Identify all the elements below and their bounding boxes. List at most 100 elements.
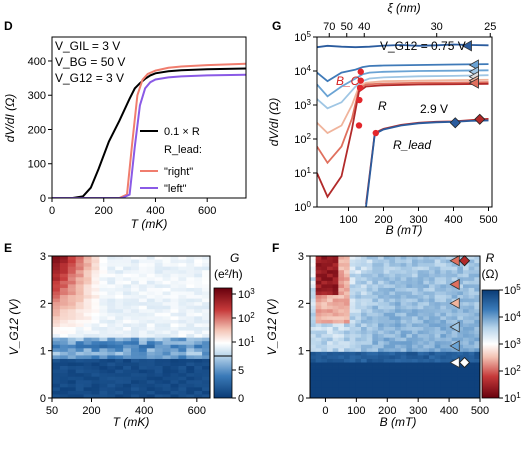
heatmap-cell — [115, 312, 124, 317]
heatmap-cell — [412, 373, 419, 378]
heatmap-cell — [412, 369, 419, 374]
heatmap-cell — [383, 291, 390, 296]
heatmap-cell — [202, 394, 211, 399]
heatmap-cell — [366, 373, 373, 378]
heatmap-cell — [332, 287, 339, 292]
heatmap-cell — [146, 358, 156, 363]
heatmap-cell — [162, 312, 171, 317]
heatmap-cell — [463, 323, 470, 328]
heatmap-cell — [400, 273, 407, 278]
heatmap-cell — [131, 305, 140, 310]
heatmap-cell — [361, 387, 368, 392]
heatmap-cell — [146, 366, 156, 370]
heatmap-cell — [146, 316, 156, 321]
panel-g-ylabel: dV/dI (Ω) — [267, 98, 281, 146]
heatmap-cell — [389, 348, 396, 353]
heatmap-cell — [194, 256, 203, 260]
heatmap-cell — [123, 394, 132, 399]
heatmap-cell — [194, 362, 203, 367]
heatmap-cell — [457, 341, 464, 346]
heatmap-cell — [99, 270, 108, 275]
heatmap-cell — [395, 376, 402, 381]
heatmap-cell — [178, 373, 187, 378]
heatmap-cell — [67, 390, 77, 395]
heatmap-cell — [59, 309, 69, 314]
heatmap-cell — [429, 380, 436, 385]
legend-title-rlead: R_lead: — [164, 144, 202, 156]
heatmap-cell — [474, 323, 481, 328]
heatmap-cell — [52, 344, 61, 349]
y-tick-label-1: 1 — [298, 346, 304, 358]
heatmap-cell — [138, 291, 148, 296]
heatmap-cell — [434, 334, 441, 339]
heatmap-cell — [59, 337, 69, 342]
heatmap-cell — [332, 284, 339, 289]
heatmap-cell — [400, 256, 407, 260]
heatmap-cell — [463, 295, 470, 299]
series-line-2 — [317, 69, 489, 98]
heatmap-cell — [52, 351, 61, 356]
heatmap-cell — [138, 351, 148, 356]
heatmap-cell — [315, 358, 322, 363]
heatmap-cell — [178, 319, 187, 324]
heatmap-cell — [474, 287, 481, 292]
heatmap-cell — [338, 305, 345, 310]
heatmap-cell — [99, 263, 108, 268]
heatmap-cell — [315, 341, 322, 346]
heatmap-cell — [446, 337, 453, 342]
heatmap-cell — [321, 284, 328, 289]
heatmap-cell — [412, 344, 419, 349]
heatmap-cell — [59, 295, 69, 299]
heatmap-cell — [417, 319, 424, 324]
heatmap-cell — [115, 348, 124, 353]
heatmap-cell — [406, 373, 413, 378]
heatmap-cell — [417, 256, 424, 260]
heatmap-cell — [75, 291, 84, 296]
heatmap-cell — [123, 383, 132, 388]
heatmap-cell — [131, 362, 140, 367]
heatmap-cell — [372, 273, 379, 278]
heatmap-cell — [107, 390, 116, 395]
heatmap-cell — [349, 319, 356, 324]
heatmap-cell — [202, 305, 211, 310]
heatmap-cell — [194, 280, 203, 285]
heatmap-cell — [429, 341, 436, 346]
heatmap-cell — [52, 270, 61, 275]
heatmap-cell — [146, 369, 156, 374]
heatmap-cell — [99, 305, 108, 310]
heatmap-cell — [400, 387, 407, 392]
heatmap-cell — [52, 323, 61, 328]
heatmap-cell — [429, 394, 436, 399]
heatmap-cell — [468, 341, 475, 346]
heatmap-cell — [440, 355, 447, 360]
heatmap-cell — [154, 291, 163, 296]
heatmap-cell — [59, 373, 69, 378]
heatmap-cell — [451, 266, 458, 271]
heatmap-cell — [383, 380, 390, 385]
heatmap-cell — [138, 316, 148, 321]
heatmap-cell — [154, 256, 163, 260]
heatmap-cell — [162, 266, 171, 271]
heatmap-cell — [451, 369, 458, 374]
heatmap-cell — [107, 298, 116, 303]
heatmap-cell — [67, 302, 77, 307]
heatmap-cell — [115, 298, 124, 303]
heatmap-cell — [457, 298, 464, 303]
heatmap-cell — [194, 312, 203, 317]
heatmap-cell — [170, 394, 179, 399]
heatmap-cell — [99, 387, 108, 392]
heatmap-cell — [400, 263, 407, 268]
heatmap-cell — [321, 383, 328, 388]
heatmap-cell — [366, 273, 373, 278]
heatmap-cell — [440, 291, 447, 296]
heatmap-cell — [327, 298, 334, 303]
heatmap-cell — [59, 298, 69, 303]
heatmap-cell — [366, 323, 373, 328]
heatmap-cell — [361, 302, 368, 307]
heatmap-cell — [138, 302, 148, 307]
heatmap-cell — [99, 390, 108, 395]
heatmap-cell — [400, 287, 407, 292]
heatmap-cell — [457, 344, 464, 349]
heatmap-cell — [59, 287, 69, 292]
heatmap-cell — [372, 358, 379, 363]
